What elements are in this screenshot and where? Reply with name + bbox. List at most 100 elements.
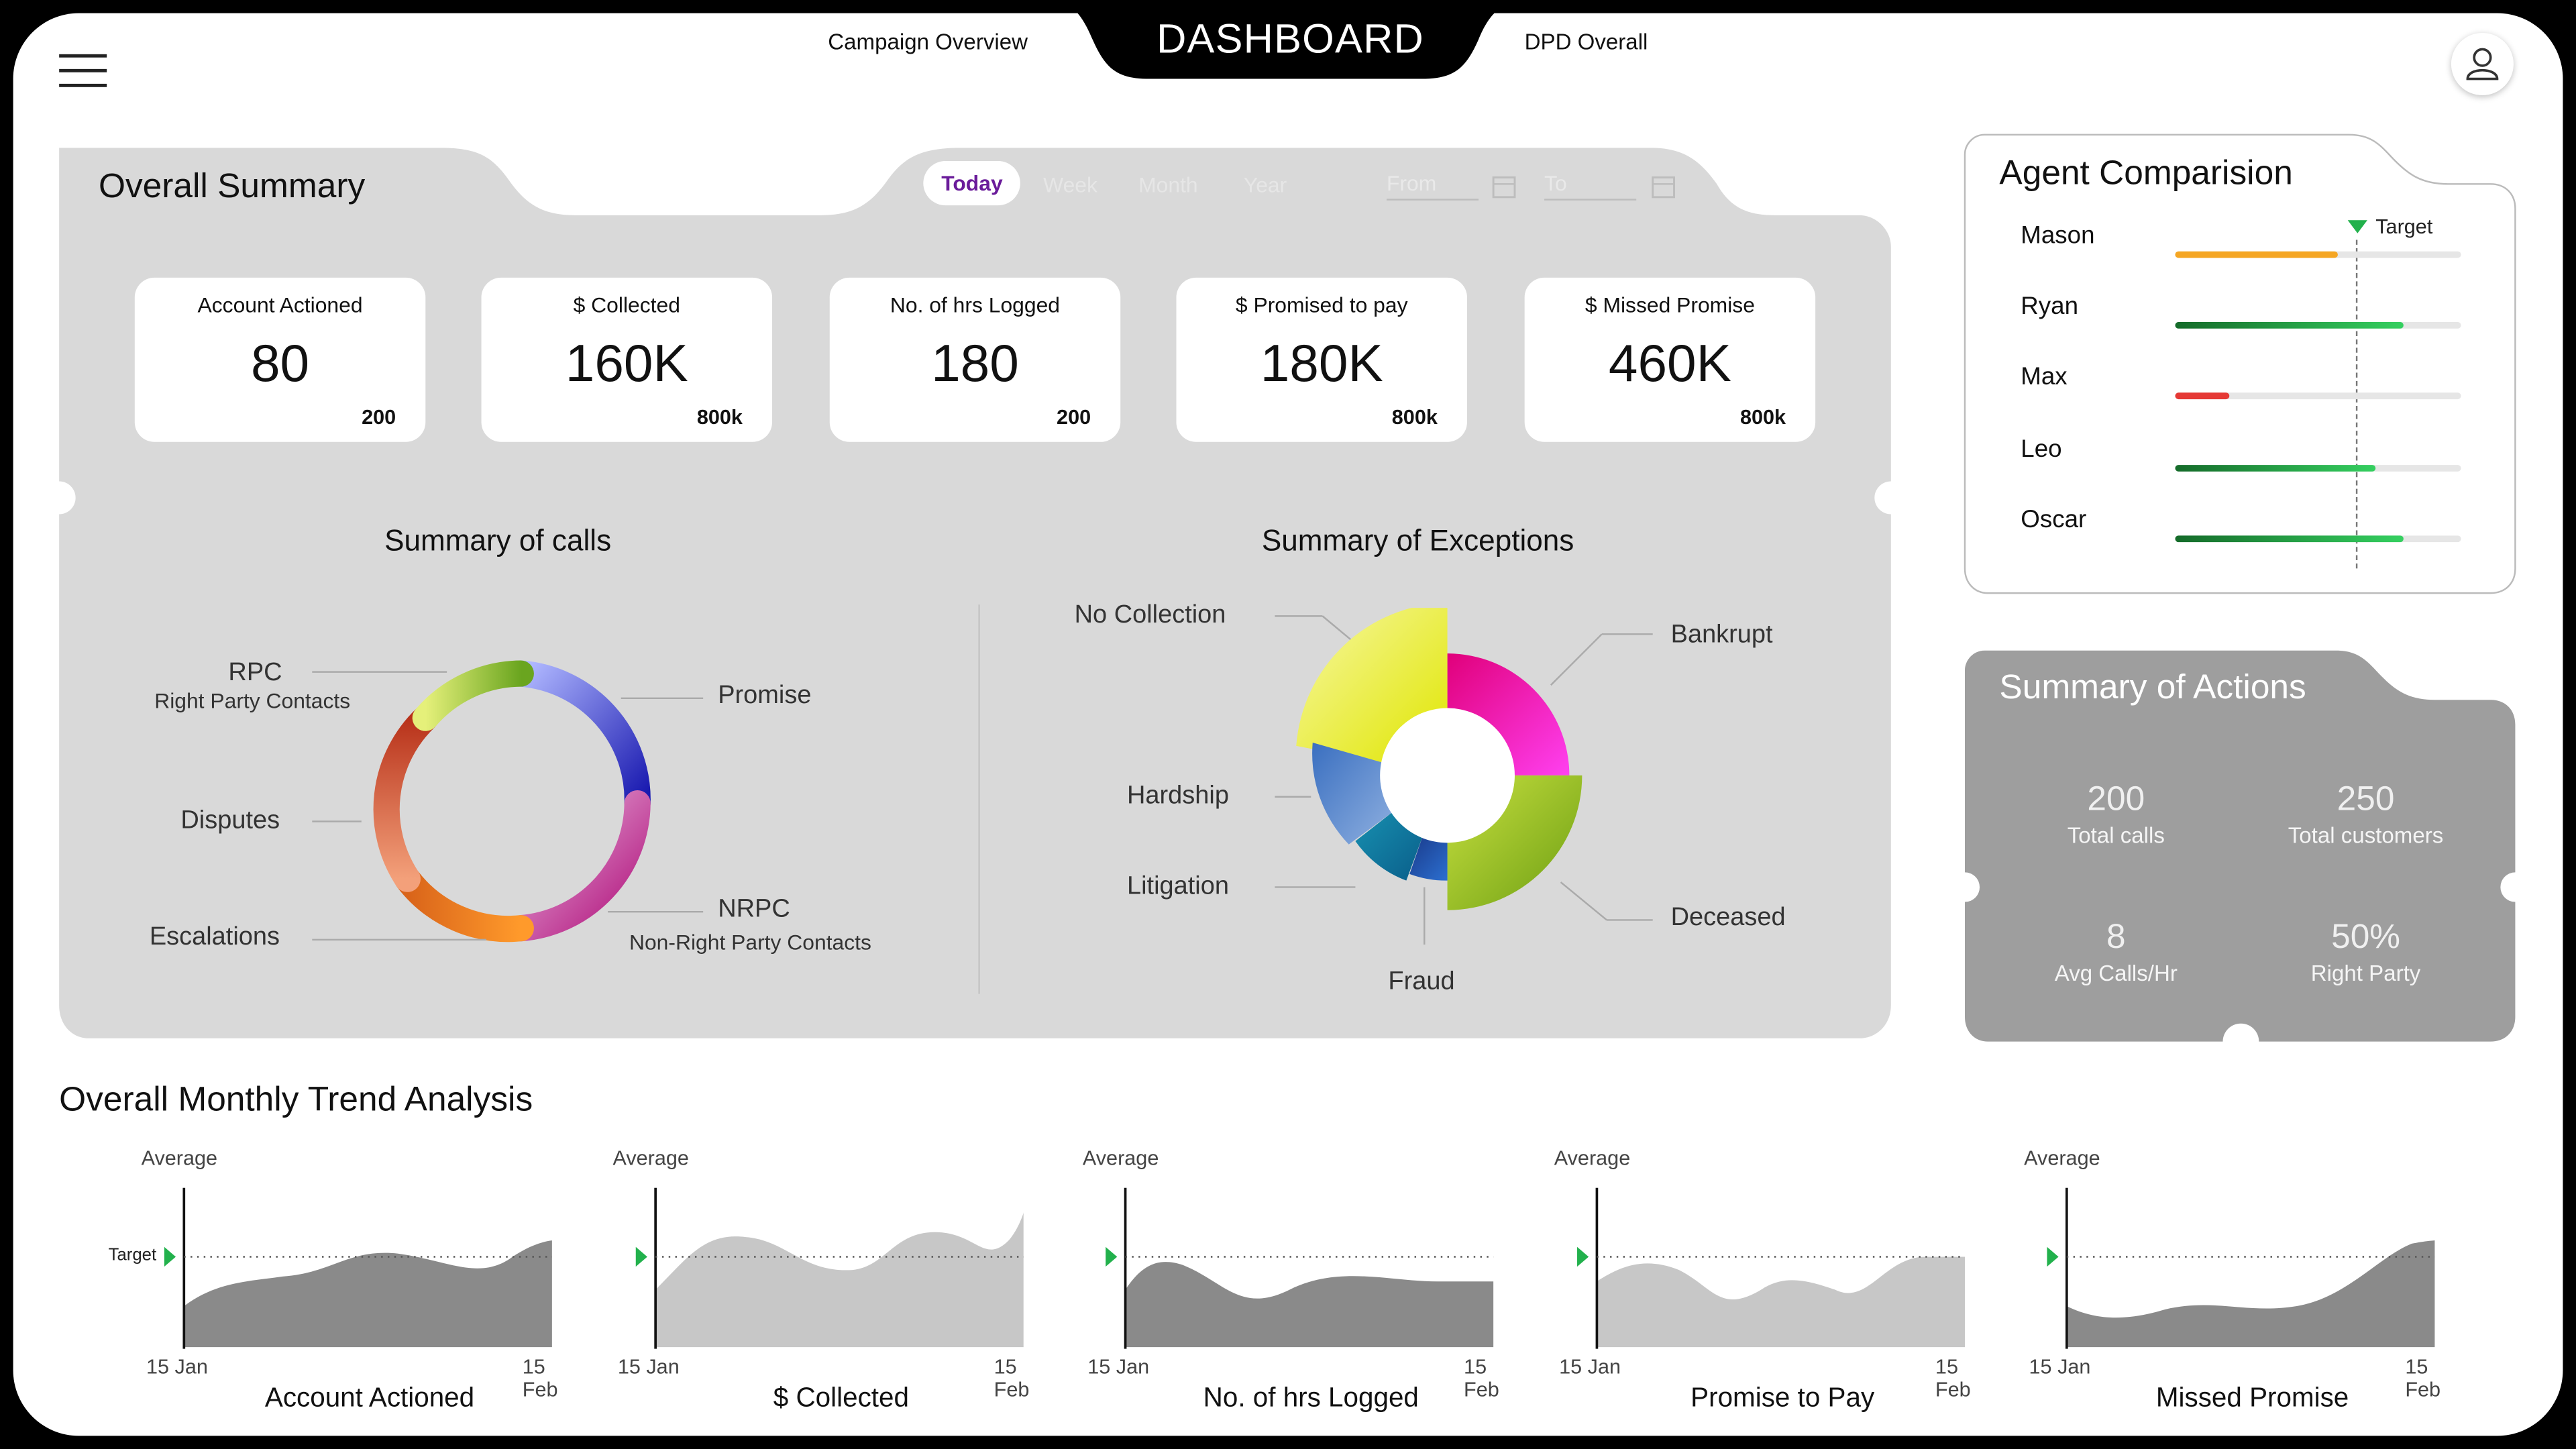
trend-area-chart bbox=[2047, 1187, 2435, 1349]
kpi-card-missed-promise[interactable]: $ Missed Promise 460K 800k bbox=[1524, 277, 1816, 442]
agent-name-2: Max bbox=[2021, 363, 2068, 391]
right-party-label: Right Party bbox=[2310, 961, 2421, 986]
average-axis-label: Average bbox=[141, 1146, 218, 1170]
total-customers-label: Total customers bbox=[2288, 822, 2444, 848]
to-date-field[interactable]: To bbox=[1544, 171, 1637, 201]
kpi-target: 200 bbox=[1057, 405, 1091, 429]
agent-bar-fill bbox=[2175, 251, 2339, 258]
promise-label: Promise bbox=[718, 682, 812, 710]
agent-bar-fill bbox=[2175, 535, 2404, 543]
menu-icon[interactable] bbox=[59, 54, 107, 87]
agent-bar-fill bbox=[2175, 392, 2230, 400]
trend-area-chart bbox=[1106, 1187, 1494, 1349]
trend-section-title: Overall Monthly Trend Analysis bbox=[59, 1081, 533, 1119]
disputes-segment bbox=[373, 704, 439, 892]
trend-chart[interactable]: Average Target 15 Jan 15 Feb Account Actione… bbox=[59, 1142, 558, 1421]
average-axis-label: Average bbox=[2024, 1146, 2100, 1170]
total-calls-label: Total calls bbox=[2067, 822, 2165, 848]
start-date-label: 15 Jan bbox=[1087, 1355, 1150, 1379]
end-date-label: 15 Feb bbox=[1935, 1355, 1971, 1401]
agent-comparison-card bbox=[1964, 133, 2516, 594]
start-date-label: 15 Jan bbox=[146, 1355, 208, 1379]
agent-bar-track bbox=[2175, 251, 2461, 258]
average-axis-label: Average bbox=[1082, 1146, 1159, 1170]
agent-bar-track bbox=[2175, 322, 2461, 329]
litigation-segment bbox=[1355, 811, 1423, 881]
nav-dpd-overall[interactable]: DPD Overall bbox=[1524, 30, 1648, 54]
target-axis-label: Target bbox=[108, 1245, 157, 1265]
nav-campaign-overview[interactable]: Campaign Overview bbox=[828, 30, 1028, 54]
bankrupt-label: Bankrupt bbox=[1670, 621, 1773, 649]
kpi-target: 200 bbox=[362, 405, 396, 429]
end-date-label: 15 Feb bbox=[2405, 1355, 2441, 1401]
target-marker-icon bbox=[2347, 220, 2368, 233]
kpi-value: 160K bbox=[565, 333, 688, 393]
total-calls-value: 200 bbox=[2087, 780, 2145, 818]
period-today-tab[interactable]: Today bbox=[923, 161, 1021, 206]
user-icon bbox=[2466, 48, 2499, 80]
trend-chart[interactable]: Average 15 Jan 15 Feb Missed Promise bbox=[1942, 1142, 2440, 1421]
period-month-tab[interactable]: Month bbox=[1138, 172, 1198, 197]
agent-name-0: Mason bbox=[2021, 221, 2095, 250]
kpi-card-account-actioned[interactable]: Account Actioned 80 200 bbox=[134, 277, 426, 442]
right-party-value: 50% bbox=[2331, 918, 2401, 957]
kpi-target: 800k bbox=[696, 405, 743, 429]
trend-chart[interactable]: Average 15 Jan 15 Feb $ Collected bbox=[531, 1142, 1029, 1421]
user-avatar-button[interactable] bbox=[2451, 32, 2514, 96]
target-line bbox=[2355, 239, 2358, 569]
trend-chart[interactable]: Average 15 Jan 15 Feb Promise to Pay bbox=[1472, 1142, 1971, 1421]
period-week-tab[interactable]: Week bbox=[1043, 172, 1097, 197]
nrpc-label: NRPC bbox=[718, 895, 790, 924]
kpi-label: $ Collected bbox=[573, 292, 680, 317]
period-year-tab[interactable]: Year bbox=[1243, 172, 1287, 197]
trend-chart[interactable]: Average 15 Jan 15 Feb No. of hrs Logged bbox=[1000, 1142, 1499, 1421]
trend-area-chart bbox=[635, 1187, 1024, 1349]
end-date-label: 15 Feb bbox=[994, 1355, 1030, 1401]
exceptions-polar-chart bbox=[1296, 608, 1582, 910]
agent-name-1: Ryan bbox=[2021, 292, 2079, 321]
deceased-segment bbox=[1447, 775, 1582, 910]
end-date-label: 15 Feb bbox=[522, 1355, 558, 1401]
trend-chart-name: Account Actioned bbox=[264, 1383, 475, 1413]
nrpc-segment bbox=[507, 790, 651, 942]
average-axis-label: Average bbox=[612, 1146, 689, 1170]
total-customers-value: 250 bbox=[2337, 780, 2395, 818]
fraud-segment bbox=[1409, 836, 1448, 881]
target-label: Target bbox=[2375, 215, 2433, 239]
avg-calls-label: Avg Calls/Hr bbox=[2054, 961, 2178, 986]
end-date-label: 15 Feb bbox=[1464, 1355, 1499, 1401]
trend-chart-name: Missed Promise bbox=[2155, 1383, 2349, 1413]
no-collection-segment bbox=[1296, 608, 1448, 763]
summary-actions-card bbox=[1965, 650, 2516, 1042]
escalations-segment bbox=[394, 865, 534, 943]
kpi-card-hrs-logged[interactable]: No. of hrs Logged 180 200 bbox=[829, 277, 1121, 442]
agent-name-3: Leo bbox=[2021, 435, 2062, 464]
agent-bar-track bbox=[2175, 392, 2461, 400]
kpi-card-promised-to-pay[interactable]: $ Promised to pay 180K 800k bbox=[1176, 277, 1467, 442]
kpi-value: 180 bbox=[931, 333, 1019, 393]
kpi-value: 460K bbox=[1608, 333, 1731, 393]
overall-summary-title: Overall Summary bbox=[98, 167, 366, 206]
rpc-sublabel: Right Party Contacts bbox=[154, 688, 351, 713]
kpi-label: $ Promised to pay bbox=[1235, 292, 1408, 317]
header-tab-shape bbox=[1051, 0, 1528, 79]
rpc-label: RPC bbox=[228, 659, 282, 687]
trend-chart-name: No. of hrs Logged bbox=[1203, 1383, 1419, 1413]
average-axis-label: Average bbox=[1554, 1146, 1631, 1170]
litigation-label: Litigation bbox=[1127, 872, 1229, 901]
kpi-label: $ Missed Promise bbox=[1585, 292, 1755, 317]
escalations-label: Escalations bbox=[149, 923, 280, 951]
start-date-label: 15 Jan bbox=[2029, 1355, 2091, 1379]
deceased-label: Deceased bbox=[1670, 903, 1786, 932]
kpi-card-collected[interactable]: $ Collected 160K 800k bbox=[481, 277, 773, 442]
hardship-segment bbox=[1312, 742, 1393, 845]
start-date-label: 15 Jan bbox=[1559, 1355, 1621, 1379]
calendar-icon[interactable] bbox=[1651, 174, 1676, 199]
summary-actions-title: Summary of Actions bbox=[1999, 668, 2306, 707]
agent-bar-fill bbox=[2175, 465, 2375, 472]
from-date-field[interactable]: From bbox=[1386, 171, 1479, 201]
disputes-label: Disputes bbox=[180, 806, 280, 835]
nrpc-sublabel: Non-Right Party Contacts bbox=[629, 930, 871, 955]
calendar-icon[interactable] bbox=[1492, 174, 1517, 199]
calls-section-title: Summary of calls bbox=[384, 524, 612, 557]
